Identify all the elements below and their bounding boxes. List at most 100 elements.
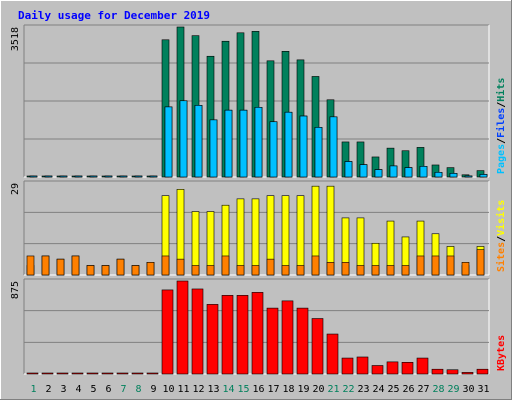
kbytes-bar — [266, 307, 279, 375]
sites-bar — [41, 255, 50, 276]
kbytes-bar — [416, 357, 429, 375]
sites-bar — [131, 265, 140, 276]
sites-bar — [311, 255, 320, 276]
day-label: 2 — [45, 384, 51, 395]
legend-entry: / — [496, 102, 507, 108]
pages-bar — [389, 165, 398, 178]
day-label: 10 — [162, 384, 174, 395]
sites-bar — [266, 258, 275, 276]
pages-bar — [284, 111, 293, 178]
day-label: 12 — [192, 384, 204, 395]
day-label: 13 — [207, 384, 219, 395]
pages-bar — [374, 169, 383, 178]
legend-entry: Files — [495, 108, 507, 138]
pages-bar — [434, 172, 443, 178]
day-label: 7 — [120, 384, 126, 395]
day-label: 23 — [357, 384, 369, 395]
day-label: 30 — [462, 384, 474, 395]
visits-sites-panel: 29 Sites/Visits — [10, 180, 507, 276]
sites-bar — [206, 265, 215, 276]
sites-bar — [476, 249, 485, 276]
day-label: 17 — [267, 384, 279, 395]
pages-bar — [134, 175, 143, 178]
kbytes-bar — [146, 372, 159, 375]
kbytes-bar — [251, 292, 264, 375]
pages-bar — [179, 100, 188, 178]
kbytes-bar — [311, 318, 324, 375]
chart-title: Daily usage for December 2019 — [18, 9, 210, 22]
kbytes-bar — [221, 295, 234, 375]
sites-bar — [26, 255, 35, 276]
kbytes-bar — [281, 300, 294, 375]
sites-bar — [296, 265, 305, 276]
pages-bar — [164, 106, 173, 178]
day-label: 31 — [477, 384, 489, 395]
y-max-label: 29 — [10, 183, 21, 195]
visits-bar — [236, 198, 245, 276]
day-label: 4 — [75, 384, 81, 395]
day-label: 20 — [312, 384, 324, 395]
day-label: 8 — [135, 384, 141, 395]
kbytes-bar — [386, 361, 399, 375]
day-label: 19 — [297, 384, 309, 395]
sites-bar — [221, 255, 230, 276]
sites-bar — [416, 255, 425, 276]
kbytes-bar — [41, 372, 54, 375]
pages-bar — [29, 175, 38, 178]
legend-entry: Hits — [495, 78, 507, 102]
kbytes-bar — [56, 372, 69, 375]
kbytes-bar — [236, 295, 249, 375]
day-label: 25 — [387, 384, 399, 395]
visits-bar — [296, 195, 305, 276]
panel-legend: Pages/Files/Hits — [495, 78, 507, 174]
pages-bar — [419, 166, 428, 178]
visits-bar — [251, 198, 260, 276]
visits-bar — [326, 185, 335, 276]
day-label: 5 — [90, 384, 96, 395]
sites-bar — [461, 262, 470, 276]
pages-bar — [224, 109, 233, 178]
panel-legend: Sites/Visits — [495, 200, 507, 272]
sites-bar — [236, 265, 245, 276]
kbytes-bar — [326, 333, 339, 375]
kbytes-bar — [176, 280, 189, 375]
sites-bar — [146, 262, 155, 276]
sites-bar — [56, 258, 65, 276]
kbytes-bar — [356, 356, 369, 375]
day-axis: 1 2 3 4 5 6 7 8 9 10 11 12 13 14 15 16 17 18 19 20 21 22 23 24 2… — [30, 384, 489, 395]
kbytes-bar — [401, 362, 414, 375]
kbytes-bar — [206, 304, 219, 375]
sites-bar — [116, 258, 125, 276]
legend-entry: / — [496, 236, 507, 242]
kbytes-bar — [431, 368, 444, 375]
day-label: 21 — [327, 384, 339, 395]
sites-bar — [371, 265, 380, 276]
sites-bar — [176, 258, 185, 276]
pages-bar — [359, 164, 368, 178]
day-label: 27 — [417, 384, 429, 395]
sites-bar — [386, 265, 395, 276]
kbytes-bar — [131, 372, 144, 375]
kbytes-bar — [161, 289, 174, 375]
sites-bar — [431, 255, 440, 276]
pages-bar — [194, 105, 203, 178]
legend-entry: KBytes — [496, 335, 507, 371]
pages-bar — [479, 174, 488, 178]
sites-bar — [281, 265, 290, 276]
sites-bar — [86, 265, 95, 276]
pages-bar — [449, 173, 458, 178]
kbytes-bar — [341, 357, 354, 375]
kbytes-bar — [296, 307, 309, 375]
sites-bar — [251, 265, 260, 276]
kbytes-bar — [476, 368, 489, 375]
sites-bar — [161, 255, 170, 276]
pages-bar — [344, 161, 353, 178]
sites-bar — [356, 265, 365, 276]
pages-bar — [149, 175, 158, 178]
legend-entry: Pages — [496, 144, 507, 174]
sites-bar — [341, 262, 350, 276]
pages-bar — [404, 167, 413, 178]
visits-bar — [281, 195, 290, 276]
kbytes-bar — [461, 372, 474, 375]
pages-bar — [464, 175, 473, 178]
